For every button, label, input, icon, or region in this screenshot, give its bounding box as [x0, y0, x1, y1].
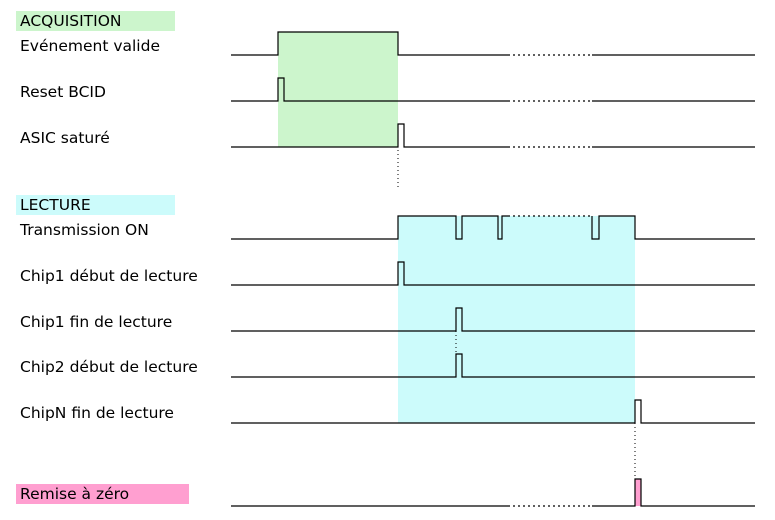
signal-label-chipn-fin: ChipN fin de lecture — [20, 404, 174, 422]
waveform-chip1-debut — [231, 261, 755, 286]
waveform-asic-sature — [231, 123, 755, 148]
signal-label-transmission-on: Transmission ON — [20, 221, 149, 239]
waveform-transmission-on — [231, 215, 755, 240]
acquisition-window — [278, 32, 398, 147]
section-lecture: LECTURE — [16, 195, 175, 215]
signal-label-chip1-debut: Chip1 début de lecture — [20, 267, 198, 285]
signal-label-reset-bcid: Reset BCID — [20, 83, 106, 101]
waveform-chip1-fin — [231, 307, 755, 332]
waveform-evenement-valide — [231, 31, 755, 56]
waveform-chipn-fin — [231, 399, 755, 424]
signal-label-chip2-debut: Chip2 début de lecture — [20, 358, 198, 376]
waveform-reset-bcid — [231, 77, 755, 102]
reset-pulse-fill — [635, 479, 641, 506]
waveform-remise-a-zero — [231, 478, 755, 507]
waveform-chip2-debut — [231, 353, 755, 378]
lecture-window — [398, 216, 635, 423]
signal-label-asic-sature: ASIC saturé — [20, 129, 110, 147]
section-remise-a-zero: Remise à zéro — [16, 484, 189, 504]
signal-label-evenement-valide: Evénement valide — [20, 37, 160, 55]
signal-label-chip1-fin: Chip1 fin de lecture — [20, 313, 173, 331]
section-acquisition: ACQUISITION — [16, 11, 175, 31]
